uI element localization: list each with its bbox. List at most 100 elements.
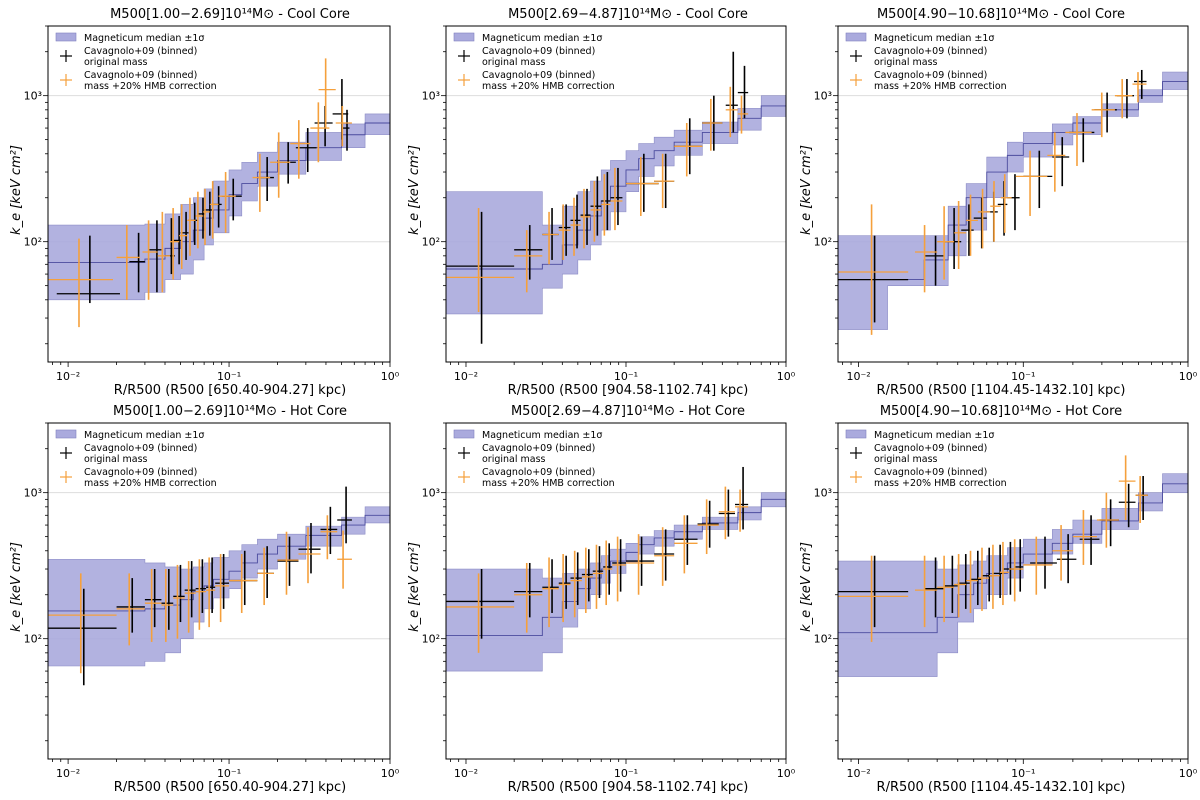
legend-corrected-label-2: mass +20% HMB correction <box>482 478 615 489</box>
x-tick-label: 10⁰ <box>381 767 400 780</box>
panel-2-labels: M500[2.69−4.87]10¹⁴M⊙ - Cool Core R/R500… <box>407 7 748 398</box>
legend-original-label-2: original mass <box>84 454 148 465</box>
legend: Magneticum median ±1σ Cavagnolo+09 (binne… <box>55 32 217 92</box>
panel-3-title: M500[4.90−10.68]10¹⁴M⊙ - Cool Core <box>877 7 1125 22</box>
x-tick-label: 10⁰ <box>1179 767 1198 780</box>
x-tick-label: 10⁻¹ <box>614 767 638 780</box>
panel-6-labels: M500[4.90−10.68]10¹⁴M⊙ - Hot Core R/R500… <box>799 404 1125 795</box>
legend-band-swatch <box>845 429 867 439</box>
panel-frame <box>47 422 391 760</box>
y-tick-label: 10² <box>422 236 440 249</box>
x-tick-label: 10⁻² <box>454 767 478 780</box>
legend-original-label-2: original mass <box>482 57 546 68</box>
panel-5-ylabel: k_e [keV cm²] <box>407 542 422 632</box>
legend-corrected-label-2: mass +20% HMB correction <box>482 81 615 92</box>
magneticum-band <box>446 74 786 315</box>
legend-original-label-1: Cavagnolo+09 (binned) <box>482 46 595 57</box>
x-tick-label: 10⁻¹ <box>614 370 638 383</box>
panel-5-title: M500[2.69−4.87]10¹⁴M⊙ - Hot Core <box>511 404 745 419</box>
legend-corrected-label-1: Cavagnolo+09 (binned) <box>874 467 987 478</box>
x-tick-label: 10⁰ <box>777 767 796 780</box>
magneticum-median-line <box>48 501 390 612</box>
panel-2-ylabel: k_e [keV cm²] <box>407 145 422 235</box>
legend-band-swatch <box>845 32 867 42</box>
panel-frame <box>837 25 1189 363</box>
x-tick-label: 10⁰ <box>381 370 400 383</box>
panel-frame <box>47 25 391 363</box>
legend-band-swatch <box>453 32 475 42</box>
legend: Magneticum median ±1σ Cavagnolo+09 (binne… <box>845 429 1007 489</box>
panel-1-title: M500[1.00−2.69]10¹⁴M⊙ - Cool Core <box>110 7 350 22</box>
x-tick-label: 10⁻² <box>56 767 80 780</box>
plot-area <box>48 486 390 686</box>
legend-corrected-label-2: mass +20% HMB correction <box>84 81 217 92</box>
panel-5-labels: M500[2.69−4.87]10¹⁴M⊙ - Hot Core R/R500 … <box>407 404 748 795</box>
x-tick-label: 10⁻¹ <box>217 370 241 383</box>
magneticum-median-line <box>446 478 786 637</box>
legend-band-label: Magneticum median ±1σ <box>482 430 602 441</box>
legend-original-label-1: Cavagnolo+09 (binned) <box>874 443 987 454</box>
legend-band-label: Magneticum median ±1σ <box>874 430 994 441</box>
x-tick-label: 10⁻¹ <box>217 767 241 780</box>
y-tick-label: 10² <box>814 633 832 646</box>
panel-4-title: M500[1.00−2.69]10¹⁴M⊙ - Hot Core <box>113 404 347 419</box>
plot-area <box>48 58 390 328</box>
plots-layer: 10⁻² 10⁻¹ 10⁰ 10² 10³ Magneticum median ±1σ Ca… <box>24 25 1198 780</box>
legend-band-label: Magneticum median ±1σ <box>84 33 204 44</box>
plot-area <box>838 40 1188 335</box>
legend-band-label: Magneticum median ±1σ <box>874 33 994 44</box>
legend-corrected-label-1: Cavagnolo+09 (binned) <box>84 70 197 81</box>
plot-area <box>446 51 786 344</box>
x-tick-label: 10⁻² <box>56 370 80 383</box>
panel-1-xlabel: R/R500 (R500 [650.40-904.27] kpc) <box>114 383 346 398</box>
panel-3-xlabel: R/R500 (R500 [1104.45-1432.10] kpc) <box>877 383 1126 398</box>
y-tick-label: 10³ <box>422 90 440 103</box>
legend-original-label-2: original mass <box>84 57 148 68</box>
panel-4-xlabel: R/R500 (R500 [650.40-904.27] kpc) <box>114 780 346 795</box>
panel-3-labels: M500[4.90−10.68]10¹⁴M⊙ - Cool Core R/R50… <box>799 7 1125 398</box>
legend-band-label: Magneticum median ±1σ <box>84 430 204 441</box>
panel-4: 10⁻² 10⁻¹ 10⁰ 10² 10³ Magneticum median ±1σ Ca… <box>24 422 400 780</box>
legend-corrected-label-2: mass +20% HMB correction <box>874 478 1007 489</box>
panel-frame <box>445 422 787 760</box>
panel-6: 10⁻² 10⁻¹ 10⁰ 10² 10³ Magneticum median ±1σ Ca… <box>814 422 1198 780</box>
legend: Magneticum median ±1σ Cavagnolo+09 (binne… <box>55 429 217 489</box>
legend: Magneticum median ±1σ Cavagnolo+09 (binne… <box>453 429 615 489</box>
panel-frame <box>837 422 1189 760</box>
legend-original-label-2: original mass <box>482 454 546 465</box>
panel-6-xlabel: R/R500 (R500 [1104.45-1432.10] kpc) <box>877 780 1126 795</box>
y-tick-label: 10² <box>422 633 440 646</box>
legend-original-label-1: Cavagnolo+09 (binned) <box>84 46 197 57</box>
x-tick-label: 10⁻¹ <box>1011 370 1035 383</box>
legend-corrected-label-2: mass +20% HMB correction <box>84 478 217 489</box>
magneticum-band <box>446 469 786 672</box>
panel-2-title: M500[2.69−4.87]10¹⁴M⊙ - Cool Core <box>508 7 748 22</box>
panel-4-ylabel: k_e [keV cm²] <box>9 542 24 632</box>
x-tick-label: 10⁻² <box>846 370 870 383</box>
panel-2: 10⁻² 10⁻¹ 10⁰ 10² 10³ Magneticum median ±1σ Ca… <box>422 25 796 383</box>
x-tick-label: 10⁻² <box>454 370 478 383</box>
plot-area <box>446 466 786 672</box>
legend-original-label-1: Cavagnolo+09 (binned) <box>874 46 987 57</box>
y-tick-label: 10² <box>24 633 42 646</box>
y-tick-label: 10³ <box>422 487 440 500</box>
x-tick-label: 10⁰ <box>1179 370 1198 383</box>
y-tick-label: 10² <box>814 236 832 249</box>
panel-5: 10⁻² 10⁻¹ 10⁰ 10² 10³ Magneticum median ±1σ Ca… <box>422 422 796 780</box>
legend-corrected-label-1: Cavagnolo+09 (binned) <box>482 70 595 81</box>
legend-original-label-1: Cavagnolo+09 (binned) <box>482 443 595 454</box>
magneticum-median-line <box>48 104 390 263</box>
x-tick-label: 10⁰ <box>777 370 796 383</box>
panel-4-labels: M500[1.00−2.69]10¹⁴M⊙ - Hot Core R/R500 … <box>9 404 347 795</box>
legend: Magneticum median ±1σ Cavagnolo+09 (binne… <box>845 32 1007 92</box>
magneticum-median-line <box>446 86 786 270</box>
panel-2-xlabel: R/R500 (R500 [904.58-1102.74] kpc) <box>508 383 749 398</box>
y-tick-label: 10³ <box>24 487 42 500</box>
legend-band-swatch <box>55 429 77 439</box>
x-tick-label: 10⁻¹ <box>1011 767 1035 780</box>
panel-6-ylabel: k_e [keV cm²] <box>799 542 814 632</box>
plot-area <box>838 442 1188 677</box>
legend-band-label: Magneticum median ±1σ <box>482 33 602 44</box>
y-tick-label: 10² <box>24 236 42 249</box>
